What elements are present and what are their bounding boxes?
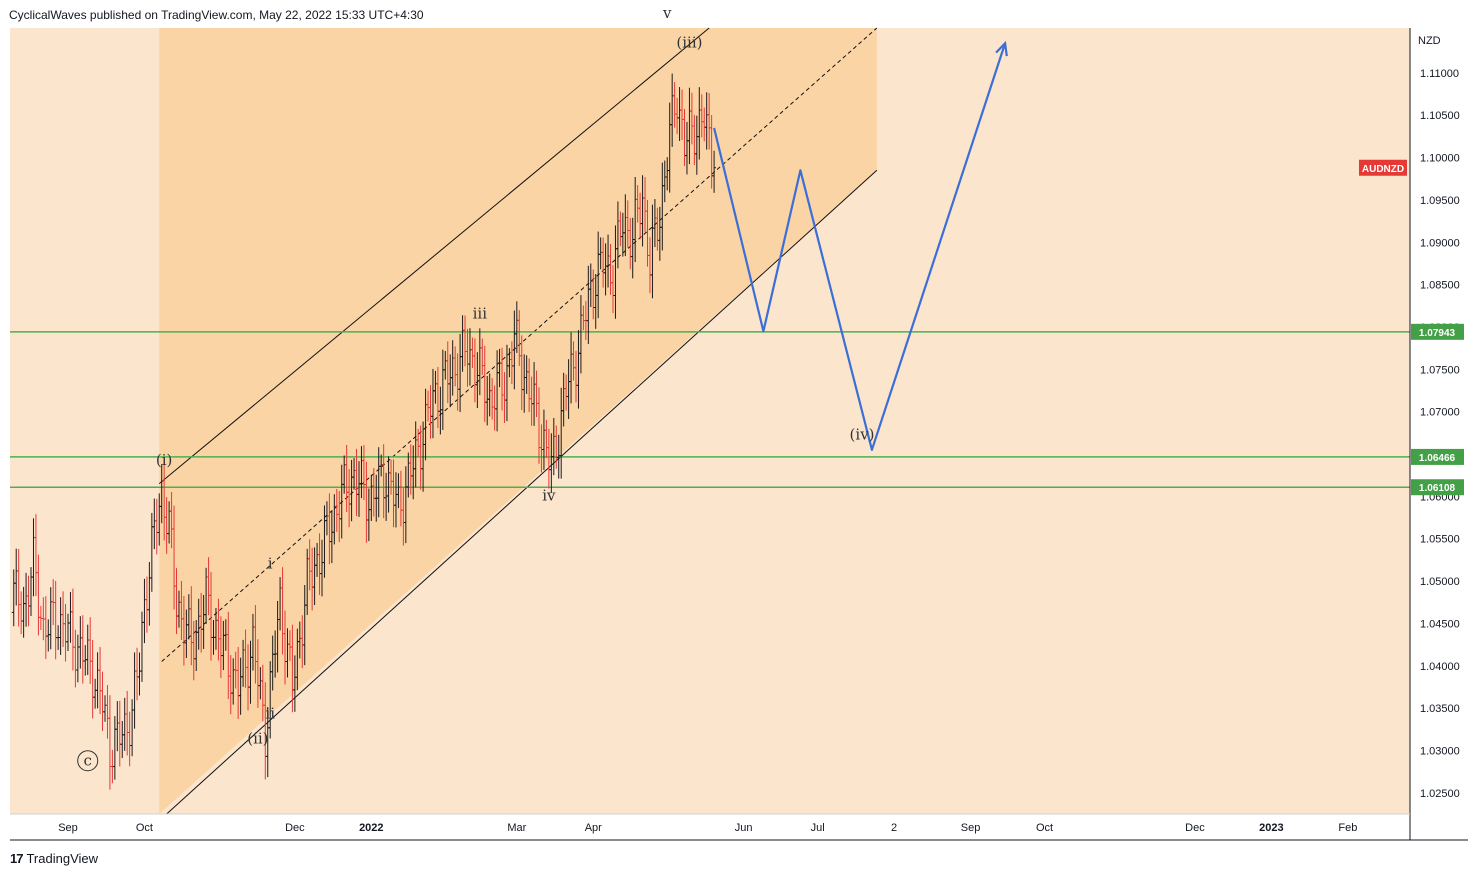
- wave-label: i: [268, 554, 273, 572]
- y-tick-label: 1.10500: [1420, 110, 1460, 122]
- y-tick-label: 1.10000: [1420, 153, 1460, 165]
- tradingview-logo-icon: 17: [10, 851, 24, 866]
- x-tick-label: 2023: [1259, 822, 1283, 834]
- publisher-header: CyclicalWaves published on TradingView.c…: [9, 8, 424, 22]
- y-tick-label: 1.04500: [1420, 618, 1460, 630]
- x-tick-label: Jun: [735, 822, 753, 834]
- tradingview-brand: TradingView: [26, 851, 99, 866]
- level-price-badge: [1411, 479, 1464, 496]
- x-tick-label: Sep: [961, 822, 981, 834]
- ohlc-bar: [712, 150, 717, 193]
- y-tick-label: 1.03000: [1420, 745, 1460, 757]
- x-tick-label: Dec: [285, 822, 305, 834]
- y-tick-label: 1.07500: [1420, 364, 1460, 376]
- wave-label: (ii): [247, 730, 268, 748]
- channel-upper-line: [158, 27, 710, 485]
- wave-label: (i): [156, 451, 173, 469]
- y-tick-label: 1.11000: [1420, 68, 1459, 80]
- y-tick-label: 1.03500: [1420, 703, 1460, 715]
- symbol-label: AUDNZD: [1362, 164, 1404, 175]
- x-tick-label: Sep: [58, 822, 78, 834]
- y-tick-label: 1.09500: [1420, 195, 1460, 207]
- x-tick-label: Mar: [507, 822, 526, 834]
- axes: NZD 1.11000 1.10500 1.10000 1.09500 1.09000 1.…: [10, 28, 1468, 841]
- level-price-badge: [1411, 323, 1464, 340]
- y-tick-label: 1.02500: [1420, 788, 1460, 800]
- wave-label: (iv): [850, 426, 875, 444]
- y-tick-label: 1.09000: [1420, 237, 1460, 249]
- projection-line: [713, 42, 1007, 451]
- x-tick-label: Oct: [1036, 822, 1053, 834]
- currency-label: NZD: [1418, 35, 1441, 47]
- x-tick-label: Apr: [585, 822, 602, 834]
- y-tick-label: 1.05500: [1420, 534, 1460, 546]
- wave-label: iv: [542, 487, 556, 505]
- projection-path: [713, 40, 1008, 451]
- y-tick-label: 1.07000: [1420, 407, 1460, 419]
- level-price-label: 1.07943: [1419, 328, 1456, 339]
- wave-label: ii: [265, 704, 275, 722]
- level-price-label: 1.06108: [1419, 483, 1456, 494]
- x-tick-label: 2: [891, 822, 897, 834]
- y-tick-label: 1.05000: [1420, 576, 1460, 588]
- level-price-badge: [1411, 448, 1464, 465]
- x-tick-label: 2022: [359, 822, 383, 834]
- tradingview-footer[interactable]: 17 TradingView: [10, 851, 98, 866]
- channel-lower-line: [166, 169, 878, 815]
- projection-arrowhead: [995, 40, 1008, 57]
- symbol-badge: [1359, 159, 1407, 176]
- y-tick-label: 1.08500: [1420, 280, 1460, 292]
- level-price-label: 1.06466: [1419, 453, 1456, 464]
- wave-label: iii: [473, 305, 488, 323]
- y-tick-label: 1.04000: [1420, 661, 1460, 673]
- wave-label: c: [84, 752, 92, 770]
- wave-c-circle: [77, 750, 99, 772]
- horizontal-levels: [10, 331, 1410, 488]
- x-tick-label: Dec: [1185, 822, 1205, 834]
- x-tick-label: Oct: [136, 822, 153, 834]
- wave-label: v: [662, 4, 672, 22]
- channel-fill: [159, 28, 877, 814]
- ohlc-bars: [11, 73, 717, 790]
- x-tick-label: Jul: [811, 822, 825, 834]
- x-tick-label: Feb: [1338, 822, 1357, 834]
- wave-label: (iii): [676, 33, 702, 51]
